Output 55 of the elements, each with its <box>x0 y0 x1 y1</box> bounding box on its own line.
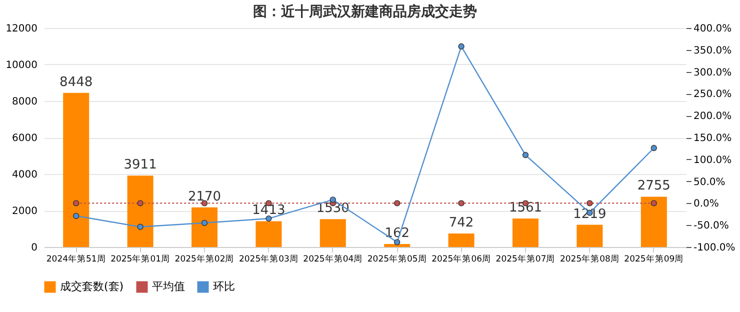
x-tick-label: 2025年第04周 <box>303 254 363 264</box>
x-tick-label: 2025年第06周 <box>432 254 492 264</box>
bar <box>576 224 603 247</box>
y-tick-label: 0 <box>31 242 38 254</box>
bar <box>448 233 474 247</box>
bar <box>192 207 218 247</box>
y2-tick-label: 300.0% <box>694 67 732 78</box>
bar <box>127 176 154 247</box>
chart-title: 图：近十周武汉新建商品房成交走势 <box>253 3 477 20</box>
data-label: 2755 <box>637 178 670 194</box>
point <box>266 215 272 222</box>
y2-tick-label: 100.0% <box>694 154 732 166</box>
bar <box>512 218 538 247</box>
y2-tick-label: 0.0% <box>694 198 719 210</box>
y2-tick-label: 200.0% <box>694 111 732 122</box>
bar <box>256 221 282 247</box>
data-label: 8448 <box>60 74 93 90</box>
y-tick-label: 10000 <box>6 60 38 71</box>
data-label: 2170 <box>188 189 222 204</box>
y-tick-label: 4000 <box>12 170 38 180</box>
y2-tick-label: -100.0% <box>694 242 736 254</box>
point <box>522 152 529 158</box>
legend-label: 环比 <box>213 280 235 293</box>
x-tick-label: 2025年第09周 <box>624 254 684 264</box>
y2-tick-label: 150.0% <box>694 133 732 144</box>
y2-tick-label: 350.0% <box>694 45 732 56</box>
y-tick-label: 12000 <box>6 24 38 34</box>
y-tick-label: 8000 <box>12 96 38 108</box>
point <box>458 43 464 50</box>
x-tick-label: 2025年第01周 <box>110 254 170 264</box>
data-label: 1413 <box>252 203 286 218</box>
bar <box>63 92 90 247</box>
x-tick-label: 2025年第02周 <box>174 254 234 264</box>
legend-label: 成交套数(套) <box>60 280 124 293</box>
y2-tick-label: -50.0% <box>694 220 729 232</box>
x-tick-label: 2024年第51周 <box>46 254 106 264</box>
legend-label: 平均值 <box>152 280 185 293</box>
point <box>201 220 208 226</box>
y2-tick-label: 50.0% <box>694 176 726 188</box>
data-label: 742 <box>448 215 474 230</box>
bar <box>640 196 667 247</box>
y-tick-label: 2000 <box>12 206 38 217</box>
x-tick-label: 2025年第08周 <box>560 254 620 264</box>
point <box>650 144 657 152</box>
x-tick-label: 2025年第03周 <box>238 254 298 264</box>
x-tick-label: 2025年第05周 <box>367 254 427 264</box>
y2-tick-label: 400.0% <box>694 24 732 34</box>
y-tick-label: 6000 <box>12 133 38 144</box>
y2-tick-label: 250.0% <box>694 89 732 100</box>
bar <box>384 244 410 247</box>
point <box>137 224 144 230</box>
data-label: 3911 <box>124 158 157 173</box>
x-tick-label: 2025年第07周 <box>496 254 556 264</box>
point <box>73 212 80 219</box>
bar <box>320 219 346 247</box>
